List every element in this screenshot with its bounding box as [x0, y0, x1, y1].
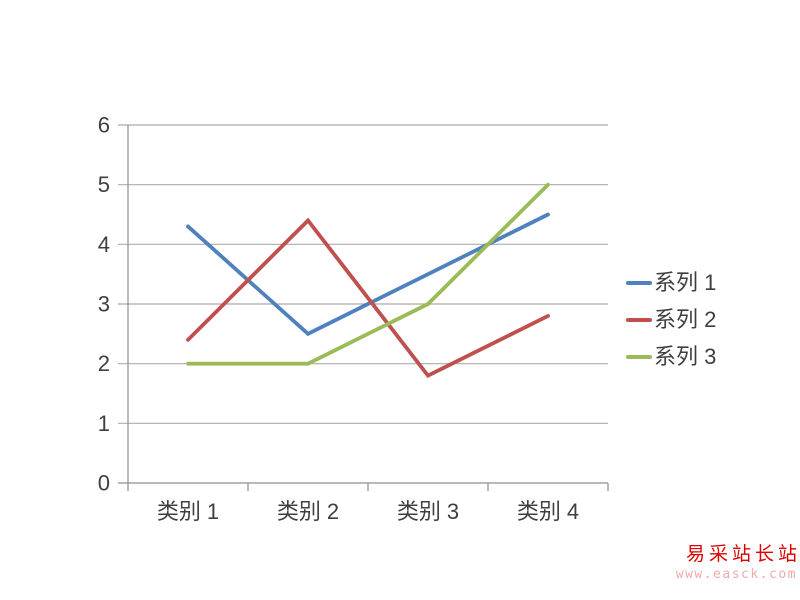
legend-label: 系列 1 [654, 269, 717, 295]
watermark-url: www.easck.com [675, 567, 797, 582]
y-tick-label: 1 [98, 411, 110, 436]
legend-label: 系列 2 [654, 306, 717, 332]
series-line [186, 212, 550, 337]
legend-item: 系列 1 [626, 264, 716, 301]
series-line [186, 182, 550, 366]
x-category-label: 类别 1 [157, 499, 219, 524]
x-category-label: 类别 4 [517, 499, 579, 524]
watermark: 易采站长站 www.easck.com [676, 542, 797, 584]
chart-legend: 系列 1 系列 2 系列 3 [626, 264, 716, 375]
series-line [186, 217, 550, 378]
watermark-site-name: 易采站长站 [685, 543, 800, 565]
legend-item: 系列 2 [626, 301, 716, 338]
legend-label: 系列 3 [654, 343, 717, 369]
x-category-label: 类别 2 [277, 499, 339, 524]
y-tick-label: 0 [98, 470, 110, 495]
y-tick-label: 2 [98, 351, 110, 376]
x-category-label: 类别 3 [397, 499, 459, 524]
legend-swatch-series-1-icon [626, 280, 652, 285]
y-tick-label: 3 [98, 291, 110, 316]
y-tick-label: 5 [98, 172, 110, 197]
legend-item: 系列 3 [626, 338, 716, 375]
y-tick-label: 4 [98, 232, 110, 257]
legend-swatch-series-2-icon [626, 317, 652, 322]
legend-swatch-series-3-icon [626, 354, 652, 359]
y-tick-label: 6 [98, 112, 110, 137]
